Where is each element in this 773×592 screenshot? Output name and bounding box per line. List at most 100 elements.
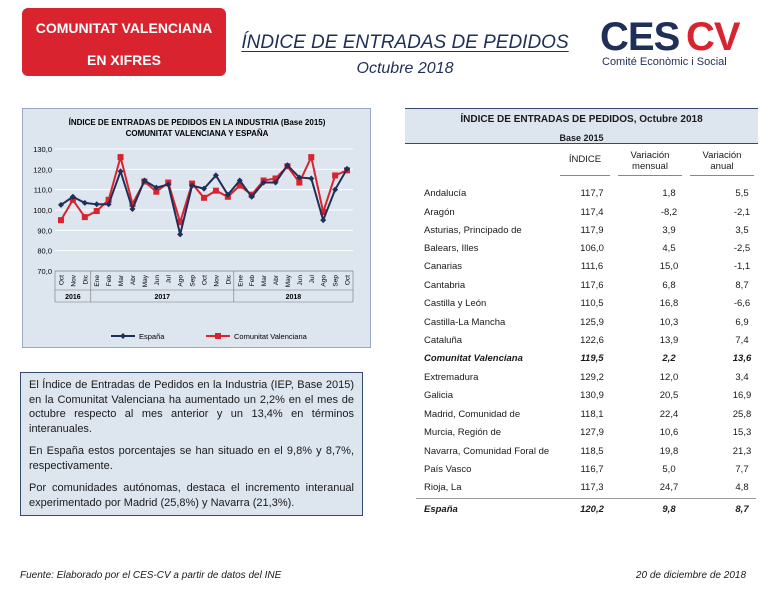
legend-marker xyxy=(215,333,221,339)
table-row: Cantabria 117,6 6,8 8,7 xyxy=(424,280,754,296)
row-variacion-anual: 13,6 xyxy=(732,353,752,364)
y-tick-label: 110,0 xyxy=(34,186,52,195)
column-header-anual-l2: anual xyxy=(710,161,734,172)
data-point xyxy=(93,208,100,215)
x-tick-label: Nov xyxy=(213,274,220,286)
table-row: Navarra, Comunidad Foral de 118,5 19,8 21,3 xyxy=(424,446,754,462)
x-tick-label: Mar xyxy=(118,274,125,286)
table-row: Murcia, Región de 127,9 10,6 15,3 xyxy=(424,427,754,443)
row-indice: 117,7 xyxy=(580,188,604,199)
row-indice: 110,5 xyxy=(580,298,604,309)
y-tick-label: 100,0 xyxy=(33,206,52,215)
logo-text-part-red: CV xyxy=(686,15,741,59)
table-row: Rioja, La 117,3 24,7 4,8 xyxy=(424,482,754,498)
column-header-indice: ÍNDICE xyxy=(568,154,602,165)
data-point xyxy=(69,193,76,200)
row-indice: 111,6 xyxy=(580,261,604,272)
row-variacion-anual: 7,4 xyxy=(735,335,749,346)
data-point xyxy=(81,199,88,206)
data-point xyxy=(57,201,64,208)
column-rule xyxy=(690,175,754,176)
table-row: Balears, Illes 106,0 4,5 -2,5 xyxy=(424,243,754,259)
row-indice: 116,7 xyxy=(580,464,604,475)
data-point xyxy=(93,201,100,208)
footer-source: Fuente: Elaborado por el CES-CV a partir… xyxy=(20,570,282,581)
header-badge: COMUNITAT VALENCIANA EN XIFRES xyxy=(22,8,226,76)
table-row: Aragón 117,4 -8,2 -2,1 xyxy=(424,207,754,223)
row-variacion-anual: 8,7 xyxy=(735,280,749,291)
x-tick-label: Ene xyxy=(94,275,101,287)
table-title: ÍNDICE DE ENTRADAS DE PEDIDOS, Octubre 2… xyxy=(460,114,703,125)
data-point xyxy=(117,154,124,161)
table-header: ÍNDICE DE ENTRADAS DE PEDIDOS, Octubre 2… xyxy=(405,108,758,144)
data-point xyxy=(129,200,136,207)
row-name: España xyxy=(424,504,458,515)
x-tick-label: Ene xyxy=(237,275,244,287)
data-point xyxy=(212,187,219,194)
row-indice: 127,9 xyxy=(580,427,604,438)
row-indice: 117,6 xyxy=(580,280,604,291)
data-point xyxy=(153,184,160,191)
table-row: Andalucía 117,7 1,8 5,5 xyxy=(424,188,754,204)
data-point xyxy=(236,182,243,189)
row-variacion-mensual: 22,4 xyxy=(659,409,679,420)
data-point xyxy=(189,182,196,189)
x-tick-label: Abr xyxy=(273,274,280,285)
data-point xyxy=(165,181,172,188)
row-variacion-mensual: -8,2 xyxy=(660,207,678,218)
badge-line-1: COMUNITAT VALENCIANA xyxy=(35,20,213,36)
y-tick-label: 90,0 xyxy=(37,226,52,235)
data-point xyxy=(201,194,207,201)
row-variacion-anual: 16,9 xyxy=(732,390,752,401)
x-tick-label: Dic xyxy=(82,274,89,284)
table-row: España 120,2 9,8 8,7 xyxy=(424,504,754,520)
row-indice: 130,9 xyxy=(580,390,604,401)
y-tick-label: 80,0 xyxy=(37,247,52,256)
data-point xyxy=(284,162,291,169)
x-tick-label: Feb xyxy=(106,275,113,287)
table-row: Asturias, Principado de 117,9 3,9 3,5 xyxy=(424,225,754,241)
x-tick-label: Jun xyxy=(154,275,161,286)
legend-marker xyxy=(120,333,126,339)
data-point xyxy=(344,165,351,172)
table-row: Cataluña 122,6 13,9 7,4 xyxy=(424,335,754,351)
row-variacion-anual: 3,5 xyxy=(735,225,749,236)
row-name: Rioja, La xyxy=(424,482,462,493)
badge-line-2: EN XIFRES xyxy=(87,52,161,68)
row-variacion-anual: 7,7 xyxy=(735,464,749,475)
row-variacion-mensual: 13,9 xyxy=(659,335,679,346)
row-name: Canarias xyxy=(424,261,463,272)
data-point xyxy=(81,214,88,221)
data-point xyxy=(129,205,136,212)
data-point xyxy=(57,217,64,224)
row-name: Navarra, Comunidad Foral de xyxy=(424,446,550,457)
data-point xyxy=(296,179,303,186)
data-point xyxy=(117,168,124,175)
data-point xyxy=(248,193,255,200)
table-row: Canarias 111,6 15,0 -1,1 xyxy=(424,261,754,277)
data-point xyxy=(272,179,279,186)
row-variacion-mensual: 20,5 xyxy=(659,390,679,401)
table-row: Comunitat Valenciana 119,5 2,2 13,6 xyxy=(424,353,754,369)
data-point xyxy=(308,154,315,161)
row-variacion-mensual: 6,8 xyxy=(662,280,676,291)
data-point xyxy=(320,209,327,216)
x-tick-label: Sep xyxy=(333,275,340,287)
data-point xyxy=(201,185,207,192)
x-tick-label: May xyxy=(285,274,292,287)
row-name: País Vasco xyxy=(424,464,472,475)
chart-series xyxy=(57,153,351,238)
total-rule xyxy=(416,498,756,499)
summary-paragraph-2: En España estos porcentajes se han situa… xyxy=(29,445,354,472)
x-tick-label: Mar xyxy=(261,274,268,286)
table-row: Galicia 130,9 20,5 16,9 xyxy=(424,390,754,406)
row-variacion-anual: 15,3 xyxy=(732,427,752,438)
column-header-anual-l1: Variación xyxy=(702,150,742,161)
row-variacion-anual: -2,1 xyxy=(733,207,751,218)
row-indice: 125,9 xyxy=(580,317,604,328)
row-indice: 119,5 xyxy=(580,353,604,364)
x-tick-label: Jul xyxy=(309,274,316,283)
summary-paragraph-1: El Índice de Entradas de Pedidos en la I… xyxy=(29,379,354,435)
row-variacion-anual: 6,9 xyxy=(735,317,749,328)
x-tick-label: Feb xyxy=(249,275,256,287)
